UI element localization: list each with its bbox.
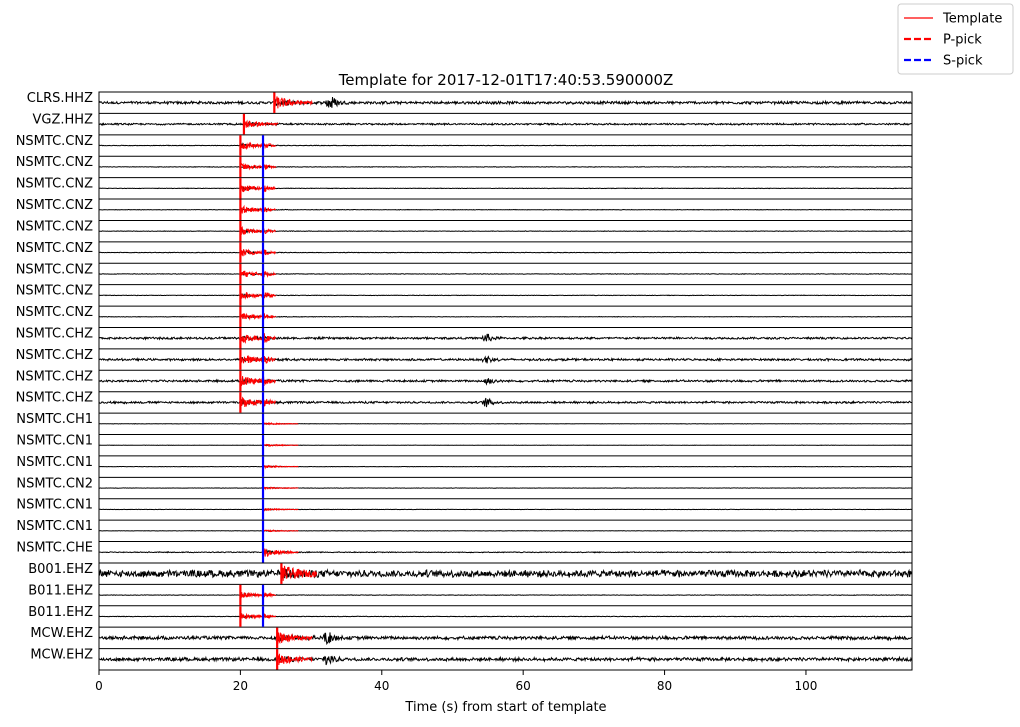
channel-label: NSMTC.CNZ — [16, 155, 93, 170]
channel-label: B011.EHZ — [28, 605, 93, 620]
waveform-trace — [98, 249, 912, 255]
template-trace — [239, 376, 277, 387]
template-trace — [262, 422, 299, 426]
template-trace — [276, 631, 313, 645]
template-trace — [239, 333, 277, 344]
waveform-trace — [99, 293, 912, 299]
waveform-trace — [98, 397, 912, 408]
waveform-trace — [98, 529, 912, 533]
waveform-trace — [98, 120, 912, 128]
channel-label: B001.EHZ — [28, 562, 93, 577]
channel-label: B011.EHZ — [28, 583, 93, 598]
x-tick-label: 0 — [95, 679, 103, 693]
waveform-trace — [98, 444, 912, 447]
x-axis: 0 20 40 60 80 100 — [95, 670, 817, 693]
x-tick-label: 40 — [374, 679, 389, 693]
x-tick-label: 20 — [233, 679, 248, 693]
waveform-trace — [98, 508, 912, 511]
waveform-trace — [98, 207, 912, 213]
channel-label: CLRS.HHZ — [27, 91, 93, 106]
template-trace — [239, 248, 277, 257]
legend-frame — [897, 3, 1014, 75]
channel-label: NSMTC.CN1 — [16, 434, 93, 449]
template-trace — [239, 184, 276, 193]
channel-label: NSMTC.CNZ — [16, 198, 93, 213]
template-trace — [239, 225, 277, 235]
waveform-trace — [99, 378, 912, 386]
channel-label: NSMTC.CHZ — [16, 326, 93, 341]
waveform-trace — [98, 96, 912, 108]
waveform-trace — [98, 422, 912, 426]
channel-label: NSMTC.CN1 — [16, 519, 93, 534]
waveform-trace — [98, 548, 912, 555]
waveform-trace — [99, 465, 912, 468]
template-trace — [239, 612, 277, 620]
waveform-trace — [98, 164, 912, 169]
channel-label: NSMTC.CHZ — [16, 348, 93, 363]
waveform-trace — [98, 142, 912, 148]
template-trace — [262, 486, 299, 491]
x-tick-label: 80 — [657, 679, 672, 693]
waveform-trace — [98, 486, 912, 490]
waveform-trace — [98, 228, 912, 235]
channel-label: MCW.EHZ — [30, 626, 93, 641]
x-tick-label: 100 — [795, 679, 818, 693]
channel-label: NSMTC.CNZ — [16, 219, 93, 234]
channel-label: NSMTC.CHE — [16, 541, 93, 556]
channel-label: NSMTC.CHZ — [16, 369, 93, 384]
plot-area: CLRS.HHZ VGZ.HHZ NSMTC.CNZ NSMTC.CNZ NSMTC.C… — [16, 91, 913, 671]
waveform-trace — [98, 592, 912, 598]
channel-label: NSMTC.CN1 — [16, 498, 93, 513]
channel-label: NSMTC.CNZ — [16, 241, 93, 256]
template-trace — [262, 443, 299, 448]
waveform-trace — [98, 314, 912, 320]
channel-label: MCW.EHZ — [30, 648, 93, 663]
plot-frame — [98, 91, 913, 671]
channel-label: NSMTC.CN2 — [16, 476, 93, 491]
template-trace — [239, 270, 277, 278]
template-trace — [273, 95, 313, 109]
template-trace — [239, 312, 277, 321]
channel-label: NSMTC.CN1 — [16, 455, 93, 470]
waveform-trace — [99, 186, 912, 192]
channel-label: NSMTC.CNZ — [16, 177, 93, 192]
waveform-trace — [98, 568, 912, 579]
template-trace — [239, 396, 277, 408]
legend-label: Template — [942, 12, 1002, 27]
channel-label: NSMTC.CHZ — [16, 391, 93, 406]
legend: Template P-pick S-pick — [897, 3, 1014, 75]
template-trace — [263, 507, 299, 512]
legend-label: S-pick — [943, 54, 983, 69]
template-trace — [239, 591, 276, 599]
channel-label: NSMTC.CNZ — [16, 134, 93, 149]
waveform-trace — [99, 614, 912, 619]
waveform-trace — [98, 333, 912, 342]
channel-label: NSMTC.CH1 — [16, 412, 93, 427]
template-trace — [239, 354, 276, 365]
x-tick-label: 60 — [516, 679, 531, 693]
template-trace — [243, 119, 279, 128]
channel-label: NSMTC.CNZ — [16, 284, 93, 299]
channel-label: NSMTC.CNZ — [16, 305, 93, 320]
template-trace — [239, 162, 277, 171]
channel-label: NSMTC.CNZ — [16, 262, 93, 277]
template-trace — [280, 565, 318, 581]
waveform-trace — [98, 632, 912, 646]
channel-label: VGZ.HHZ — [33, 112, 94, 127]
waveform-trace — [98, 655, 912, 666]
chart-title: Template for 2017-12-01T17:40:53.590000Z — [338, 71, 674, 89]
waveform-trace — [98, 355, 912, 364]
template-trace — [262, 529, 299, 534]
template-trace — [239, 291, 277, 300]
x-axis-label: Time (s) from start of template — [404, 700, 606, 715]
template-trace — [276, 653, 313, 666]
waveform-trace — [98, 272, 912, 277]
template-trace — [262, 464, 299, 470]
template-trace — [239, 141, 277, 151]
legend-label: P-pick — [943, 33, 982, 48]
template-trace — [239, 204, 277, 214]
template-trace — [262, 547, 299, 557]
